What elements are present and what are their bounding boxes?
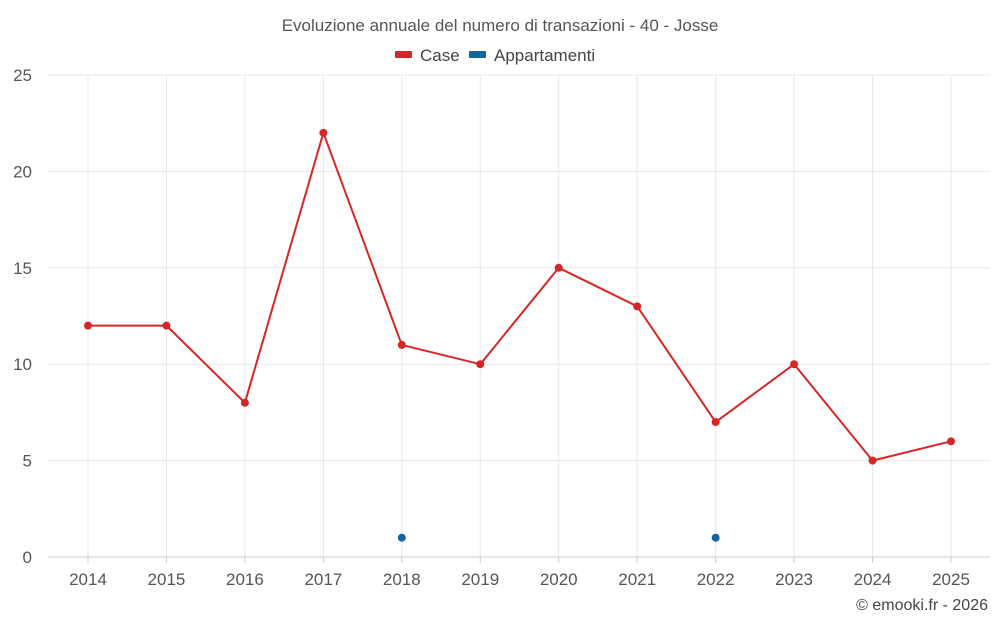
data-point-case[interactable] (84, 321, 92, 330)
x-tick-label: 2018 (383, 570, 421, 589)
x-tick-label: 2021 (618, 570, 656, 589)
data-point-case[interactable] (711, 418, 720, 427)
x-tick-label: 2023 (775, 570, 813, 589)
legend[interactable]: Case Appartamenti (395, 46, 595, 65)
x-tick-label: 2014 (69, 570, 107, 589)
x-tick-label: 2019 (461, 570, 499, 589)
data-point-case[interactable] (476, 360, 485, 369)
legend-label-appartamenti: Appartamenti (494, 46, 595, 65)
y-tick-label: 10 (13, 355, 32, 374)
data-point-case[interactable] (790, 360, 799, 369)
y-tick-label: 0 (23, 548, 32, 567)
legend-label-case: Case (420, 46, 460, 65)
data-point-case[interactable] (554, 263, 563, 272)
x-axis: 2014 2015 2016 2017 2018 2019 2020 2021 2022 2023… (48, 556, 990, 589)
y-tick-label: 20 (13, 162, 32, 181)
legend-item-case[interactable]: Case (395, 46, 460, 65)
data-point-appartamenti[interactable] (397, 533, 406, 542)
y-tick-label: 25 (13, 66, 32, 85)
x-tick-label: 2017 (304, 570, 342, 589)
x-tick-label: 2022 (697, 570, 735, 589)
data-point-case[interactable] (397, 340, 406, 349)
y-tick-label: 5 (23, 452, 32, 471)
grid (48, 74, 990, 557)
series-layer (84, 128, 955, 542)
x-tick-label: 2024 (854, 570, 892, 589)
data-point-case[interactable] (868, 456, 877, 465)
data-point-case[interactable] (240, 398, 249, 407)
series-line-case (88, 131, 952, 462)
data-point-case[interactable] (319, 128, 328, 137)
x-tick-label: 2015 (148, 570, 186, 589)
data-point-case[interactable] (947, 437, 955, 446)
x-tick-label: 2016 (226, 570, 264, 589)
data-point-case[interactable] (162, 321, 171, 330)
x-tick-label: 2025 (932, 570, 970, 589)
y-axis: 0 5 10 15 20 25 (13, 66, 32, 567)
y-tick-label: 15 (13, 259, 32, 278)
legend-swatch-case (395, 51, 412, 58)
legend-item-appartamenti[interactable]: Appartamenti (469, 46, 595, 65)
data-point-appartamenti[interactable] (711, 533, 720, 542)
credit-text: © emooki.fr - 2026 (856, 597, 988, 614)
x-tick-label: 2020 (540, 570, 578, 589)
data-point-case[interactable] (633, 302, 642, 311)
legend-swatch-appartamenti (469, 51, 486, 58)
chart-title: Evoluzione annuale del numero di transaz… (282, 16, 719, 35)
